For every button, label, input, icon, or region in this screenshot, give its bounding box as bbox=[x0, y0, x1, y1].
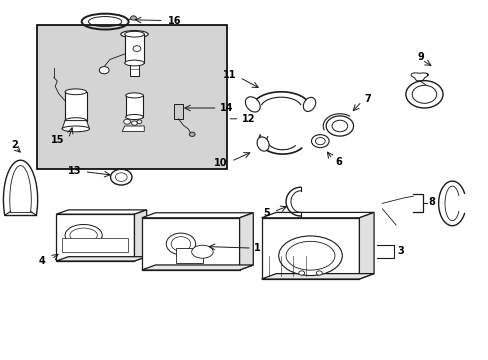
Ellipse shape bbox=[62, 126, 89, 132]
Text: 1: 1 bbox=[254, 243, 261, 253]
Ellipse shape bbox=[65, 89, 86, 95]
Text: 13: 13 bbox=[67, 166, 81, 176]
Ellipse shape bbox=[245, 97, 260, 112]
Ellipse shape bbox=[285, 241, 334, 270]
Text: 2: 2 bbox=[11, 140, 18, 150]
FancyBboxPatch shape bbox=[37, 25, 227, 169]
Text: 5: 5 bbox=[263, 208, 270, 218]
Circle shape bbox=[298, 271, 304, 275]
Text: 9: 9 bbox=[416, 51, 423, 62]
Ellipse shape bbox=[125, 93, 143, 98]
Ellipse shape bbox=[70, 228, 97, 243]
Polygon shape bbox=[62, 121, 89, 129]
Text: 8: 8 bbox=[428, 197, 435, 207]
Circle shape bbox=[166, 233, 195, 255]
Polygon shape bbox=[122, 126, 144, 131]
Text: 14: 14 bbox=[220, 103, 233, 113]
Bar bbox=[124, 34, 144, 63]
Circle shape bbox=[171, 237, 190, 251]
Circle shape bbox=[123, 119, 130, 124]
Polygon shape bbox=[261, 212, 373, 218]
Circle shape bbox=[325, 116, 353, 136]
Polygon shape bbox=[261, 218, 359, 279]
Bar bbox=[173, 104, 183, 119]
Ellipse shape bbox=[278, 236, 342, 275]
Ellipse shape bbox=[124, 31, 144, 37]
Ellipse shape bbox=[303, 97, 315, 112]
Text: 4: 4 bbox=[39, 256, 45, 266]
Text: 3: 3 bbox=[397, 247, 404, 256]
Polygon shape bbox=[142, 265, 253, 270]
Polygon shape bbox=[56, 210, 146, 214]
Circle shape bbox=[189, 132, 195, 136]
Polygon shape bbox=[134, 210, 146, 261]
Ellipse shape bbox=[125, 114, 143, 120]
Polygon shape bbox=[142, 218, 239, 270]
Text: 15: 15 bbox=[51, 135, 64, 145]
Polygon shape bbox=[359, 212, 373, 279]
Ellipse shape bbox=[257, 137, 268, 151]
Polygon shape bbox=[56, 257, 146, 261]
Ellipse shape bbox=[65, 225, 102, 246]
Text: 12: 12 bbox=[242, 114, 255, 124]
Bar bbox=[129, 34, 139, 76]
Circle shape bbox=[331, 120, 347, 132]
Polygon shape bbox=[56, 214, 134, 261]
Text: 16: 16 bbox=[167, 15, 181, 26]
Circle shape bbox=[411, 85, 436, 103]
Ellipse shape bbox=[65, 118, 86, 123]
Circle shape bbox=[316, 271, 322, 275]
Polygon shape bbox=[261, 274, 373, 279]
Circle shape bbox=[130, 16, 136, 20]
Bar bbox=[176, 248, 203, 263]
Bar bbox=[65, 92, 86, 121]
Circle shape bbox=[99, 67, 109, 74]
Ellipse shape bbox=[121, 31, 148, 38]
Text: 7: 7 bbox=[364, 94, 370, 104]
Circle shape bbox=[133, 46, 141, 51]
Text: 10: 10 bbox=[214, 158, 227, 168]
Ellipse shape bbox=[124, 60, 144, 66]
Circle shape bbox=[137, 120, 142, 123]
Circle shape bbox=[315, 138, 325, 145]
Circle shape bbox=[131, 121, 137, 125]
Bar bbox=[62, 238, 128, 252]
Circle shape bbox=[311, 135, 328, 148]
Polygon shape bbox=[239, 213, 253, 270]
Text: 11: 11 bbox=[222, 70, 236, 80]
Bar bbox=[125, 95, 143, 117]
Circle shape bbox=[405, 81, 442, 108]
Polygon shape bbox=[142, 213, 253, 218]
Text: 6: 6 bbox=[334, 157, 341, 167]
Ellipse shape bbox=[191, 245, 213, 258]
